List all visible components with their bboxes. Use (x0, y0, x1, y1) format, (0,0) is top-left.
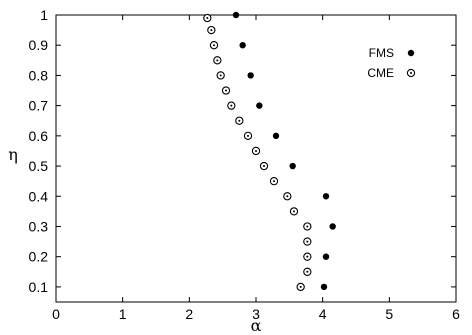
data-point-cme-dot (230, 104, 233, 107)
data-point-cme (303, 252, 312, 261)
data-point-cme-dot (216, 59, 219, 62)
data-point-cme-dot (263, 165, 265, 168)
x-tick-label: 3 (252, 306, 260, 322)
ticks (55, 14, 457, 302)
legend-label-cme: CME (367, 66, 394, 80)
legend-marker-cme-dot (410, 72, 412, 74)
data-point-cme (216, 71, 225, 80)
y-tick-label: 0.4 (29, 188, 49, 204)
legend: FMS CME (367, 46, 416, 80)
y-tick-label: 0.2 (29, 249, 49, 265)
y-tick-label: 0.8 (29, 67, 49, 83)
data-point-cme-dot (255, 149, 257, 152)
data-point-cme (235, 116, 244, 125)
legend-markers (406, 49, 416, 78)
data-point-fms (322, 193, 330, 200)
data-point-cme (296, 282, 305, 292)
data-point-cme-dot (306, 270, 309, 273)
data-point-cme (251, 146, 261, 156)
data-point-cme (283, 192, 292, 201)
data-point-cme-dot (219, 74, 222, 77)
legend-marker-fms (407, 49, 415, 57)
data-point-cme-dot (225, 89, 227, 92)
x-tick-label: 0 (52, 306, 60, 322)
data-point-cme-dot (247, 134, 249, 137)
legend-marker-cme (406, 68, 416, 78)
data-point-cme-dot (210, 29, 213, 32)
x-axis-title: α (251, 316, 262, 335)
data-point-cme (289, 207, 299, 216)
data-point-cme-dot (273, 180, 275, 183)
data-point-cme (303, 267, 312, 276)
data-point-fms (239, 42, 246, 49)
data-point-fms (329, 223, 336, 230)
series-layer (203, 11, 336, 292)
y-tick-label: 0.7 (29, 98, 49, 114)
y-tick-label: 0.6 (29, 128, 49, 144)
data-point-cme (209, 41, 219, 50)
data-point-cme (303, 237, 312, 246)
y-tick-label: 0.3 (29, 218, 49, 234)
data-point-cme (207, 25, 216, 35)
data-point-cme (203, 13, 212, 23)
data-point-cme-dot (206, 17, 209, 20)
data-point-fms (289, 162, 296, 170)
x-tick-label: 2 (185, 306, 193, 322)
x-tick-label: 6 (452, 306, 460, 322)
data-point-fms (322, 253, 330, 260)
data-point-cme (213, 56, 222, 65)
data-point-cme (259, 161, 269, 171)
data-point-cme (221, 86, 231, 95)
data-point-cme-dot (293, 210, 295, 213)
x-tick-label: 1 (119, 306, 127, 322)
y-tick-label: 1 (40, 7, 48, 23)
data-point-fms (320, 283, 328, 291)
data-point-cme-dot (238, 119, 241, 122)
y-tick-label: 0.1 (29, 279, 49, 295)
data-point-fms (232, 11, 240, 19)
plot-frame (55, 14, 457, 303)
data-point-cme (243, 131, 253, 140)
legend-label-fms: FMS (369, 46, 394, 60)
series-cme (203, 13, 312, 292)
data-point-cme-dot (299, 285, 302, 288)
data-point-fms (272, 132, 280, 140)
data-point-cme-dot (213, 44, 215, 47)
data-point-cme-dot (306, 225, 309, 228)
data-point-cme-dot (286, 195, 289, 198)
data-point-cme (303, 222, 312, 231)
y-tick-label: 0.9 (29, 37, 49, 53)
x-tick-label: 5 (385, 306, 393, 322)
data-point-cme (269, 177, 279, 186)
series-fms (232, 11, 336, 291)
tick-labels: 0 1 2 3 4 5 6 0.1 0.2 0.3 0.4 0.5 0.6 0.7 0.8 0.9 1 (29, 7, 461, 322)
y-tick-label: 0.5 (29, 158, 49, 174)
y-axis-title: η (8, 145, 18, 164)
data-point-fms (256, 102, 263, 109)
data-point-cme-dot (306, 255, 309, 258)
data-point-cme (227, 101, 236, 110)
x-tick-label: 4 (319, 306, 327, 322)
data-point-cme-dot (306, 240, 309, 243)
data-point-fms (247, 72, 254, 79)
